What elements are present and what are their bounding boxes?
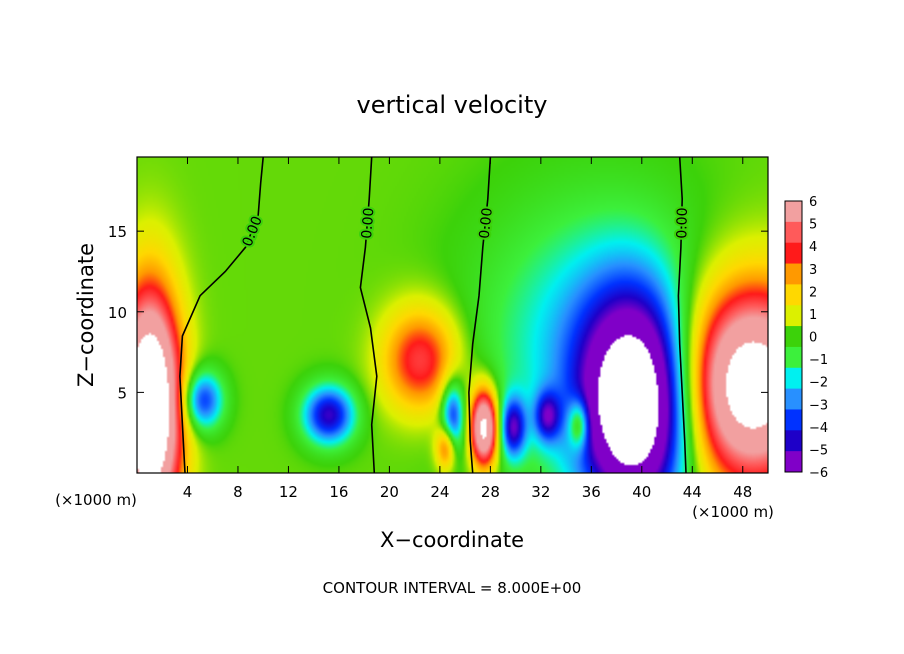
y-tick-label: 15 — [108, 223, 127, 241]
zero-contour-line — [179, 156, 264, 474]
x-tick-label: 44 — [683, 483, 702, 501]
zero-contour-line — [359, 156, 378, 474]
contour-label: 0.00 — [477, 207, 496, 240]
plot-frame — [136, 156, 769, 474]
colorbar-swatch — [785, 284, 802, 306]
colorbar-label: 0 — [809, 331, 817, 346]
colorbar-swatch — [785, 430, 802, 452]
velocity-field — [137, 157, 768, 473]
colorbar-swatch — [785, 388, 802, 410]
x-tick-label: 8 — [233, 483, 243, 501]
x-tick-label: 20 — [380, 483, 399, 501]
x-unit-label-left: (×1000 m) — [55, 491, 137, 509]
colorbar-label: −1 — [809, 353, 828, 368]
x-tick-label: 12 — [279, 483, 298, 501]
colorbar-label: −3 — [809, 398, 828, 413]
colorbar-swatch — [785, 263, 802, 285]
zero-contour-line — [677, 156, 687, 474]
x-tick-label: 16 — [329, 483, 348, 501]
colorbar-swatch — [785, 346, 802, 369]
zero-contour-line — [468, 156, 492, 474]
x-tick-label: 40 — [632, 483, 651, 501]
colorbar-label: −6 — [809, 466, 828, 481]
colorbar-label: −2 — [809, 376, 828, 391]
chart-title: vertical velocity — [357, 91, 548, 119]
x-axis: 4 8 12 16 20 24 28 32 36 40 44 48 — [183, 157, 752, 501]
colorbar: 6 5 4 3 2 1 0 −1 −2 −3 −4 −5 −6 — [784, 195, 828, 481]
colorbar-frame — [784, 200, 803, 473]
y-axis: 5 10 15 — [108, 223, 768, 402]
colorbar-swatch — [785, 451, 802, 473]
y-tick-label: 5 — [117, 384, 127, 402]
colorbar-swatch — [785, 305, 802, 327]
colorbar-label: 4 — [809, 240, 817, 255]
colorbar-label: −5 — [809, 443, 828, 458]
x-axis-label: X−coordinate — [380, 528, 524, 552]
x-tick-label: 36 — [582, 483, 601, 501]
x-tick-label: 24 — [430, 483, 449, 501]
colorbar-swatch — [785, 201, 802, 223]
contour-label: 0.00 — [674, 207, 691, 239]
y-axis-label: Z−coordinate — [74, 243, 98, 387]
colorbar-label: 3 — [809, 263, 817, 278]
colorbar-swatch — [785, 409, 802, 431]
colorbar-swatch — [785, 242, 802, 265]
colorbar-label: 1 — [809, 308, 817, 323]
colorbar-label: 5 — [809, 218, 817, 233]
colorbar-label: 6 — [809, 195, 817, 210]
colorbar-swatch — [785, 367, 802, 390]
x-tick-label: 28 — [481, 483, 500, 501]
colorbar-swatch — [785, 221, 802, 244]
x-tick-label: 4 — [183, 483, 193, 501]
plot-area: 0.00 0.00 0.00 0.00 — [136, 156, 769, 474]
x-unit-label-right: (×1000 m) — [692, 503, 774, 521]
x-tick-label: 32 — [531, 483, 550, 501]
y-tick-label: 10 — [108, 304, 127, 322]
x-tick-label: 48 — [733, 483, 752, 501]
contour-interval-footer: CONTOUR INTERVAL = 8.000E+00 — [323, 579, 582, 597]
contour-label: 0.00 — [359, 207, 377, 239]
zero-contours: 0.00 0.00 0.00 0.00 — [179, 156, 693, 474]
colorbar-swatch — [785, 326, 802, 348]
colorbar-label: 2 — [809, 285, 817, 300]
colorbar-label: −4 — [809, 421, 828, 436]
